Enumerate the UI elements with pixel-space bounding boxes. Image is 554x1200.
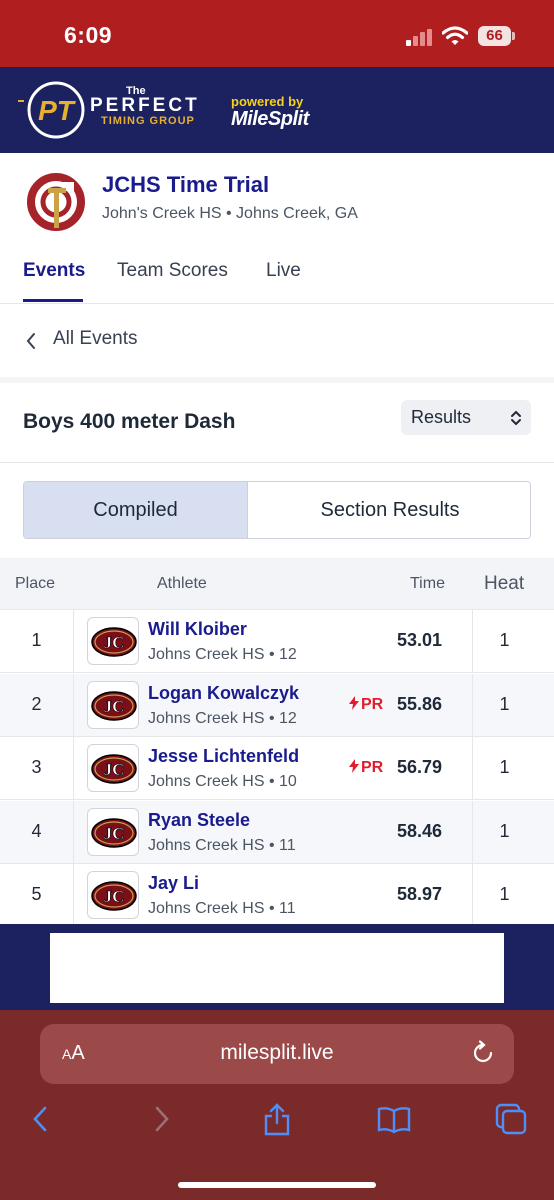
svg-text:JC: JC <box>104 697 125 716</box>
meet-tabs: Events Team Scores Live <box>0 252 554 304</box>
results-mode-toggle: Compiled Section Results <box>23 481 531 539</box>
athlete-name-link[interactable]: Will Kloiber <box>148 619 247 639</box>
brand-name: PERFECT <box>90 95 200 116</box>
logo-letters: PT <box>38 95 77 126</box>
perfect-timing-logo: PT <box>27 81 85 139</box>
back-arrow-icon[interactable] <box>24 1102 58 1136</box>
heat-cell: 1 <box>499 757 510 777</box>
team-logo: JC <box>87 807 139 856</box>
chevron-left-icon <box>26 333 35 349</box>
table-row[interactable]: 2 JC Logan Kowalczyk Johns Creek HS • 12 PR 5… <box>0 673 554 737</box>
table-row[interactable]: 4 JC Ryan Steele Johns Creek HS • 11 58.46 1 <box>0 800 554 864</box>
tab-events[interactable]: Events <box>23 260 86 281</box>
active-tab-indicator <box>23 299 83 302</box>
browser-toolbar: AAAA milesplit.live <box>0 1010 554 1200</box>
svg-text:JC: JC <box>104 760 125 779</box>
lightning-icon <box>349 759 359 773</box>
table-header: Place Athlete Time Heat <box>0 558 554 610</box>
brand-the: The <box>126 85 146 97</box>
team-logo: JC <box>87 617 139 665</box>
meet-location: John's Creek HS • Johns Creek, GA <box>102 205 358 222</box>
table-row[interactable]: 1 JC Will Kloiber Johns Creek HS • 12 53.01 1 <box>0 610 554 673</box>
svg-text:JC: JC <box>104 824 125 843</box>
ad-container <box>0 924 554 1010</box>
all-events-link[interactable]: All Events <box>0 318 554 364</box>
reload-icon[interactable] <box>470 1040 496 1066</box>
chevron-up-down-icon <box>511 410 521 426</box>
table-row[interactable]: 5 JC Jay Li Johns Creek HS • 11 58.97 1 <box>0 864 554 927</box>
athlete-team: Johns Creek HS • 11 <box>148 836 296 854</box>
athlete-name-link[interactable]: Jay Li <box>148 873 200 893</box>
team-logo: JC <box>87 871 139 919</box>
place-cell: 1 <box>31 630 42 650</box>
section-results-button[interactable]: Section Results <box>248 482 530 538</box>
all-events-label: All Events <box>53 328 138 349</box>
tab-team-scores[interactable]: Team Scores <box>117 260 228 281</box>
tabs-icon[interactable] <box>494 1102 528 1136</box>
athlete-team: Johns Creek HS • 12 <box>148 646 297 663</box>
event-title: Boys 400 meter Dash <box>23 410 236 433</box>
milesplit-logo: MileSplit <box>231 108 309 130</box>
header-time: Time <box>410 575 445 592</box>
time-cell: 58.46 <box>397 820 443 841</box>
header-heat: Heat <box>484 573 525 594</box>
team-logo: JC <box>87 680 139 729</box>
address-bar[interactable]: AAAA milesplit.live <box>40 1024 514 1084</box>
svg-text:JC: JC <box>104 887 125 906</box>
team-logo: JC <box>87 744 139 792</box>
status-bar: 6:09 66 <box>0 0 554 67</box>
place-cell: 3 <box>31 757 42 777</box>
header-place: Place <box>15 575 56 592</box>
bookmarks-icon[interactable] <box>377 1102 411 1136</box>
reader-options-button[interactable]: AAAA <box>62 1042 85 1064</box>
pr-badge: PR <box>349 695 383 714</box>
view-select[interactable]: Results <box>401 400 531 435</box>
header-athlete: Athlete <box>157 575 207 592</box>
heat-cell: 1 <box>499 820 510 841</box>
heat-cell: 1 <box>499 630 510 650</box>
table-row[interactable]: 3 JC Jesse Lichtenfeld Johns Creek HS • 10 P… <box>0 737 554 800</box>
sponsor-banner[interactable]: PT The PERFECT TIMING GROUP powered by M… <box>0 67 554 153</box>
powered-by-label: powered by <box>231 94 304 109</box>
place-cell: 2 <box>31 693 42 714</box>
athlete-name-link[interactable]: Logan Kowalczyk <box>148 682 300 703</box>
athlete-name-link[interactable]: Ryan Steele <box>148 809 251 830</box>
svg-text:JC: JC <box>104 633 125 652</box>
heat-cell: 1 <box>499 884 510 904</box>
time-cell: 56.79 <box>397 757 443 777</box>
meet-title[interactable]: JCHS Time Trial <box>102 172 270 197</box>
place-cell: 5 <box>31 884 42 904</box>
athlete-name-link[interactable]: Jesse Lichtenfeld <box>148 746 300 766</box>
ad-slot[interactable] <box>50 933 504 1003</box>
time-cell: 55.86 <box>397 693 443 714</box>
time-cell: 58.97 <box>397 884 443 904</box>
cellular-signal-icon <box>406 29 432 46</box>
brand-subtitle: TIMING GROUP <box>101 115 195 127</box>
athlete-team: Johns Creek HS • 11 <box>148 900 296 917</box>
meet-team-logo <box>27 173 85 231</box>
battery-icon: 66 <box>478 26 516 46</box>
time-cell: 53.01 <box>397 630 443 650</box>
tab-live[interactable]: Live <box>266 260 301 281</box>
home-indicator <box>178 1182 376 1188</box>
athlete-team: Johns Creek HS • 12 <box>148 709 297 727</box>
battery-level: 66 <box>478 26 511 46</box>
status-time: 6:09 <box>64 22 113 48</box>
view-select-value: Results <box>411 407 472 427</box>
share-icon[interactable] <box>260 1102 294 1136</box>
divider <box>0 462 554 463</box>
compiled-button[interactable]: Compiled <box>24 482 248 538</box>
athlete-team: Johns Creek HS • 10 <box>148 773 297 790</box>
pr-badge: PR <box>349 759 383 777</box>
forward-arrow-icon[interactable] <box>144 1102 178 1136</box>
wifi-icon <box>442 26 468 45</box>
place-cell: 4 <box>31 820 42 841</box>
lightning-icon <box>349 695 359 710</box>
url-text: milesplit.live <box>220 1041 334 1064</box>
section-divider <box>0 377 554 383</box>
heat-cell: 1 <box>499 693 510 714</box>
